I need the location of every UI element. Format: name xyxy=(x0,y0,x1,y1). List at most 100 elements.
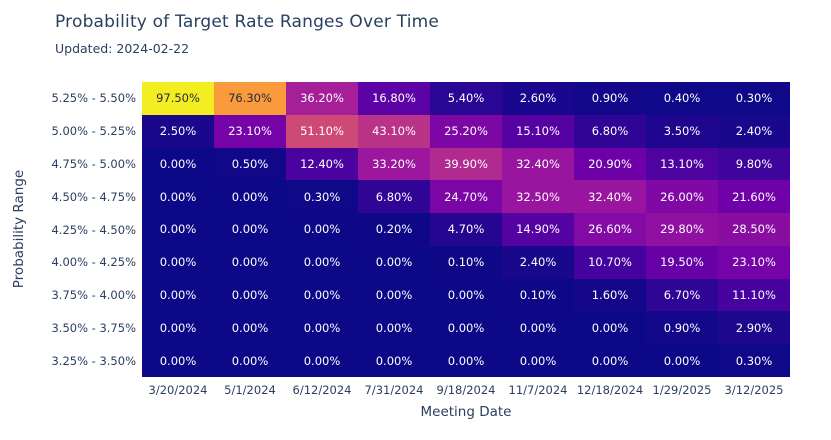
heatmap-cell[interactable]: 2.40% xyxy=(718,114,790,148)
heatmap-cell[interactable]: 0.00% xyxy=(286,344,358,377)
heatmap-cell[interactable]: 0.00% xyxy=(286,311,358,345)
heatmap-cell[interactable]: 33.20% xyxy=(358,147,430,181)
heatmap-cell[interactable]: 0.00% xyxy=(142,245,214,279)
heatmap-cell[interactable]: 0.30% xyxy=(286,180,358,214)
heatmap-cell[interactable]: 97.50% xyxy=(142,82,214,115)
heatmap-cell[interactable]: 43.10% xyxy=(358,114,430,148)
x-tick-label: 3/20/2024 xyxy=(148,383,208,397)
heatmap-cell[interactable]: 0.90% xyxy=(646,311,718,345)
heatmap-cell[interactable]: 21.60% xyxy=(718,180,790,214)
heatmap-cell[interactable]: 10.70% xyxy=(574,245,646,279)
heatmap-cell[interactable]: 26.60% xyxy=(574,213,646,246)
x-tick-label: 5/1/2024 xyxy=(224,383,276,397)
heatmap-cell[interactable]: 28.50% xyxy=(718,213,790,246)
heatmap-cell[interactable]: 1.60% xyxy=(574,278,646,312)
heatmap-cell[interactable]: 24.70% xyxy=(430,180,502,214)
x-tick-label: 12/18/2024 xyxy=(576,383,644,397)
x-tick-label: 1/29/2025 xyxy=(652,383,712,397)
heatmap-cell[interactable]: 0.00% xyxy=(358,278,430,312)
y-tick-label: 4.50% - 4.75% xyxy=(51,189,136,204)
heatmap-cell[interactable]: 29.80% xyxy=(646,213,718,246)
heatmap-cell[interactable]: 16.80% xyxy=(358,82,430,115)
heatmap-cell[interactable]: 0.00% xyxy=(358,344,430,377)
heatmap-cell[interactable]: 0.30% xyxy=(718,344,790,377)
heatmap-cell[interactable]: 0.00% xyxy=(574,311,646,345)
heatmap-cell[interactable]: 0.00% xyxy=(214,278,286,312)
heatmap-cell[interactable]: 39.90% xyxy=(430,147,502,181)
heatmap-cell[interactable]: 0.00% xyxy=(430,344,502,377)
x-axis-title: Meeting Date xyxy=(420,404,512,420)
heatmap-cell[interactable]: 0.40% xyxy=(646,82,718,115)
heatmap-cell[interactable]: 0.00% xyxy=(142,213,214,246)
heatmap-cell[interactable]: 32.40% xyxy=(574,180,646,214)
heatmap-cell[interactable]: 0.00% xyxy=(214,245,286,279)
chart-subtitle: Updated: 2024-02-22 xyxy=(55,41,190,56)
heatmap-cell[interactable]: 76.30% xyxy=(214,82,286,115)
heatmap-cell[interactable]: 0.00% xyxy=(502,344,574,377)
heatmap-cell[interactable]: 0.00% xyxy=(286,245,358,279)
y-tick-label: 3.50% - 3.75% xyxy=(51,320,136,335)
heatmap-cell[interactable]: 0.00% xyxy=(214,344,286,377)
heatmap-cell[interactable]: 0.00% xyxy=(142,344,214,377)
heatmap-plot: 97.50% 76.30% 36.20% 16.80% 5.40% 2.60% 0.90% 0… xyxy=(142,82,790,377)
heatmap-cell[interactable]: 0.00% xyxy=(142,278,214,312)
heatmap-cell[interactable]: 0.00% xyxy=(142,180,214,214)
y-tick-label: 5.00% - 5.25% xyxy=(51,124,136,139)
heatmap-cell[interactable]: 36.20% xyxy=(286,82,358,115)
heatmap-cell[interactable]: 0.00% xyxy=(286,278,358,312)
heatmap-cell[interactable]: 0.00% xyxy=(214,213,286,246)
heatmap-cell[interactable]: 32.40% xyxy=(502,147,574,181)
heatmap-cell[interactable]: 0.50% xyxy=(214,147,286,181)
heatmap-cell[interactable]: 0.10% xyxy=(430,245,502,279)
heatmap-cell[interactable]: 0.20% xyxy=(358,213,430,246)
heatmap-cell[interactable]: 0.00% xyxy=(430,278,502,312)
heatmap-cell[interactable]: 6.80% xyxy=(358,180,430,214)
heatmap-cell[interactable]: 15.10% xyxy=(502,114,574,148)
heatmap-cell[interactable]: 19.50% xyxy=(646,245,718,279)
heatmap-cell[interactable]: 23.10% xyxy=(214,114,286,148)
heatmap-cell[interactable]: 0.00% xyxy=(142,311,214,345)
heatmap-cell[interactable]: 6.70% xyxy=(646,278,718,312)
heatmap-cell[interactable]: 20.90% xyxy=(574,147,646,181)
heatmap-cell[interactable]: 32.50% xyxy=(502,180,574,214)
heatmap-cell[interactable]: 0.00% xyxy=(502,311,574,345)
heatmap-cell[interactable]: 5.40% xyxy=(430,82,502,115)
y-tick-label: 5.25% - 5.50% xyxy=(51,91,136,106)
heatmap-cell[interactable]: 4.70% xyxy=(430,213,502,246)
heatmap-cell[interactable]: 25.20% xyxy=(430,114,502,148)
heatmap-cell[interactable]: 0.90% xyxy=(574,82,646,115)
heatmap-cell[interactable]: 2.50% xyxy=(142,114,214,148)
x-tick-label: 6/12/2024 xyxy=(292,383,352,397)
heatmap-cell[interactable]: 0.00% xyxy=(358,245,430,279)
heatmap-cell[interactable]: 0.00% xyxy=(214,311,286,345)
heatmap-cell[interactable]: 2.40% xyxy=(502,245,574,279)
heatmap-cell[interactable]: 0.00% xyxy=(430,311,502,345)
heatmap-cell[interactable]: 0.00% xyxy=(358,311,430,345)
y-tick-label: 3.25% - 3.50% xyxy=(51,353,136,368)
heatmap-cell[interactable]: 3.50% xyxy=(646,114,718,148)
heatmap-cell[interactable]: 26.00% xyxy=(646,180,718,214)
heatmap-cell[interactable]: 9.80% xyxy=(718,147,790,181)
heatmap-cell[interactable]: 13.10% xyxy=(646,147,718,181)
heatmap-cell[interactable]: 0.00% xyxy=(142,147,214,181)
heatmap-cell[interactable]: 12.40% xyxy=(286,147,358,181)
heatmap-cell[interactable]: 23.10% xyxy=(718,245,790,279)
heatmap-cell[interactable]: 51.10% xyxy=(286,114,358,148)
heatmap-cell[interactable]: 0.00% xyxy=(574,344,646,377)
y-tick-label: 4.25% - 4.50% xyxy=(51,222,136,237)
heatmap-cell[interactable]: 0.10% xyxy=(502,278,574,312)
heatmap-cell[interactable]: 0.00% xyxy=(214,180,286,214)
heatmap-cell[interactable]: 2.90% xyxy=(718,311,790,345)
x-tick-label: 9/18/2024 xyxy=(436,383,496,397)
heatmap-cell[interactable]: 0.30% xyxy=(718,82,790,115)
x-tick-label: 3/12/2025 xyxy=(724,383,784,397)
heatmap-cell[interactable]: 6.80% xyxy=(574,114,646,148)
heatmap-cell[interactable]: 14.90% xyxy=(502,213,574,246)
heatmap-cell[interactable]: 2.60% xyxy=(502,82,574,115)
y-tick-label: 4.75% - 5.00% xyxy=(51,156,136,171)
heatmap-cell[interactable]: 11.10% xyxy=(718,278,790,312)
heatmap-cell[interactable]: 0.00% xyxy=(646,344,718,377)
x-tick-label: 11/7/2024 xyxy=(508,383,568,397)
heatmap-cell[interactable]: 0.00% xyxy=(286,213,358,246)
